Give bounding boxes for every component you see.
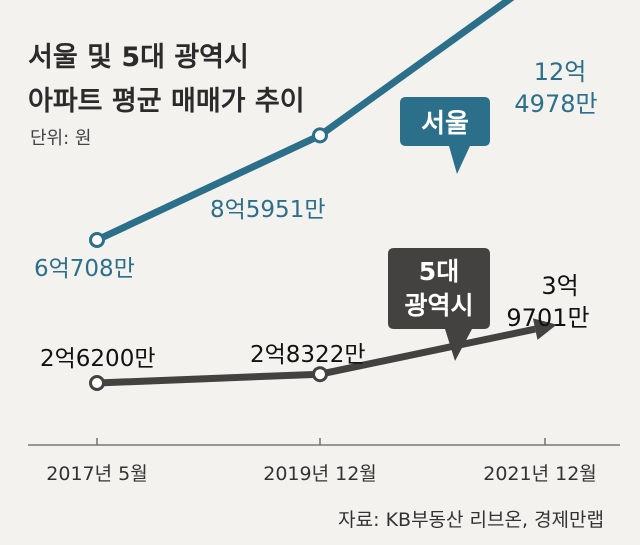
metro-value-label-0: 2억6200만 <box>40 346 156 372</box>
metro-series-name-line-1: 5대 <box>419 257 459 286</box>
seoul-value-label-1: 8억5951만 <box>210 197 326 223</box>
source-note: 자료: KB부동산 리브온, 경제만랩 <box>338 509 604 531</box>
x-tick-label-0: 2017년 5월 <box>46 463 147 485</box>
chart-title-line-2: 아파트 평균 매매가 추이 <box>28 86 305 117</box>
seoul-value-label-2-line-1: 12억 <box>534 58 587 86</box>
metro-value-label-2-line-2: 9701만 <box>506 304 589 332</box>
seoul-point-0 <box>89 232 105 248</box>
seoul-point-1 <box>312 127 328 144</box>
seoul-value-label-0: 6억708만 <box>34 256 135 282</box>
seoul-series-name-callout <box>400 97 490 174</box>
unit-label: 단위: 원 <box>30 128 91 149</box>
metro-series-name-line-2: 광역시 <box>404 291 473 320</box>
x-tick-label-2: 2021년 12월 <box>483 463 597 485</box>
metro-series-name-callout <box>388 248 490 361</box>
chart-title-line-1: 서울 및 5대 광역시 <box>28 42 249 73</box>
metro-point-1 <box>312 366 328 383</box>
metro-value-label-1: 2억8322만 <box>250 342 366 368</box>
seoul-series-name: 서울 <box>421 109 469 139</box>
seoul-value-label-2-line-2: 4978만 <box>514 90 597 118</box>
metro-value-label-2-line-1: 3억 <box>541 272 578 300</box>
metro-arrowhead <box>532 318 557 340</box>
x-tick-label-1: 2019년 12월 <box>263 463 377 485</box>
metro-point-0 <box>89 375 105 391</box>
